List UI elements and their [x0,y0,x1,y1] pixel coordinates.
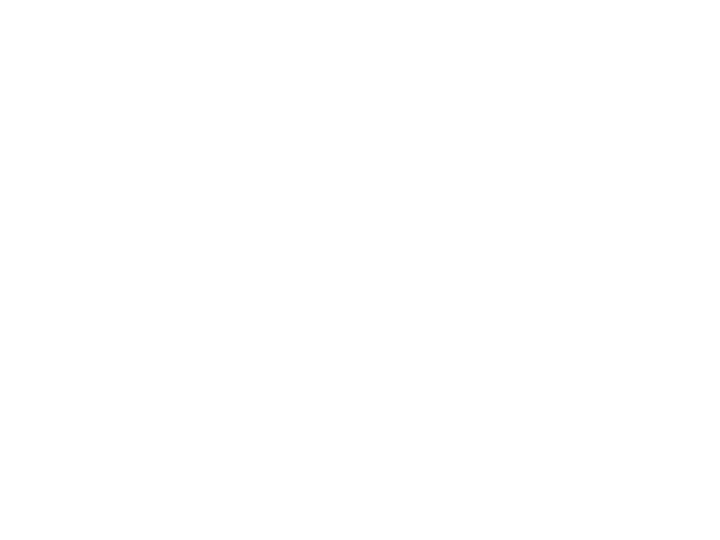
Text: 36: 36 [27,514,44,526]
Text: The required voltage for the: The required voltage for the [60,255,236,268]
Text: arrangement.  The  voltage  across  one  of  the  capacitor: arrangement. The voltage across one of t… [62,195,452,208]
Text: windings.  It  is  impregnated  with  synthetic  resin.  Normally: windings. It is impregnated with synthet… [62,145,477,158]
Text: wound-type  transformer.: wound-type transformer. [62,225,232,238]
Text: Electromagnetic transformers: Electromagnetic transformers [62,130,286,143]
Text: Burden: Burden [564,219,596,227]
Text: BASIC COMPONENTS: BASIC COMPONENTS [166,24,554,57]
Text: used up to 66 kV.: used up to 66 kV. [62,160,178,173]
Text: C2: C2 [430,244,444,254]
Text: with primary and secondary: with primary and secondary [62,130,377,143]
Text: Capacitor  VT: Capacitor VT [62,180,162,193]
Text: Transformer: Transformer [523,255,573,264]
Text: Supply: Supply [450,128,483,138]
Text: connected  to  the  primary  of  an  auxiliary  of  an  auxiliary: connected to the primary of an auxiliary… [62,210,469,223]
Text: this auxiliary transformer.: this auxiliary transformer. [60,309,221,322]
Text: is taken from the secondary of: is taken from the secondary of [60,291,252,304]
Text: transformer:-: transformer:- [50,96,138,109]
Text: Tuned Inductor: Tuned Inductor [478,206,541,215]
Text: C1: C1 [430,192,444,202]
Text: which uses two capacitors in a voltage divider: which uses two capacitors in a voltage d… [62,180,426,193]
Circle shape [17,502,53,538]
Text: ·: · [52,180,58,198]
Text: There  are  2  types  of  construction  for  voltage: There are 2 types of construction for vo… [50,80,379,93]
Text: protection or measuring device: protection or measuring device [60,273,256,286]
Text: EET301 POWER SYSTEM ENGINEERING: EET301 POWER SYSTEM ENGINEERING [70,515,271,525]
Text: ·: · [52,130,58,148]
